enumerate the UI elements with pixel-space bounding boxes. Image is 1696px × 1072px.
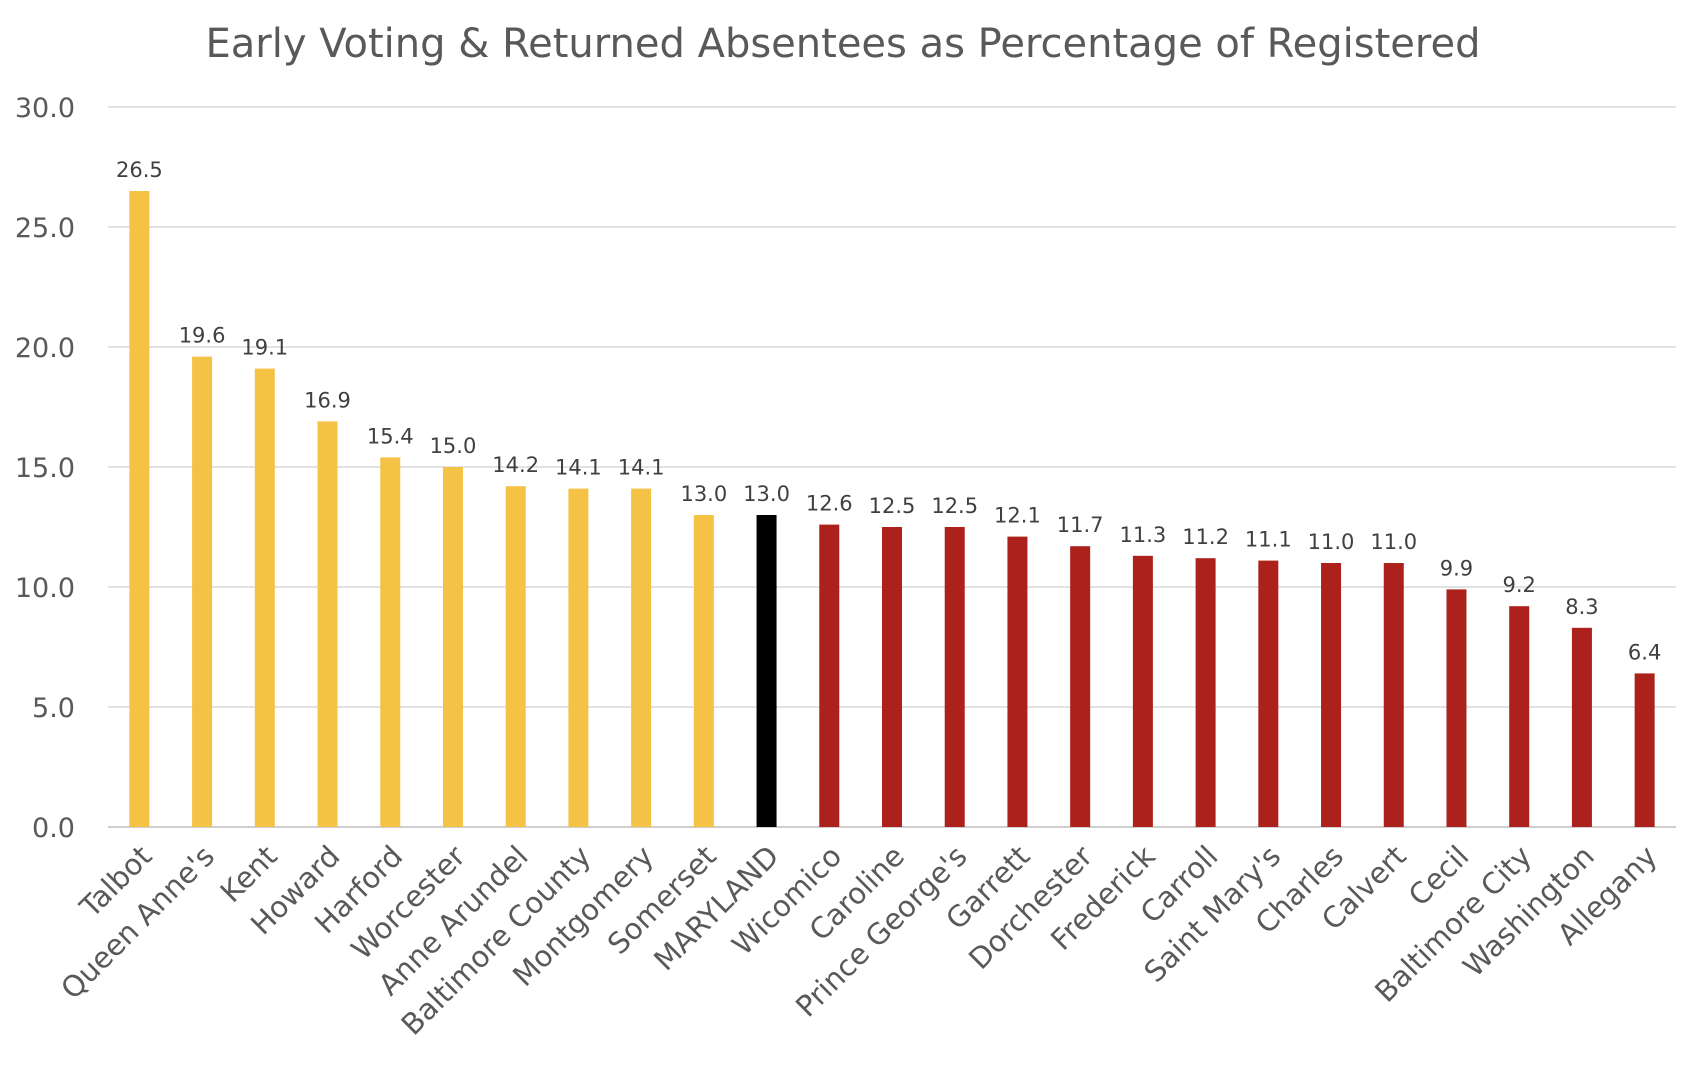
data-label: 11.3 <box>1119 523 1166 547</box>
y-tick-label: 5.0 <box>32 693 75 724</box>
y-tick-label: 0.0 <box>32 813 75 844</box>
y-tick-label: 25.0 <box>15 213 75 244</box>
y-axis-ticks: 0.0 5.0 10.0 15.0 20.0 25.0 30.0 <box>15 93 75 844</box>
bar <box>129 191 150 827</box>
data-label: 6.4 <box>1628 640 1661 664</box>
data-label: 13.0 <box>743 482 790 506</box>
bar <box>1070 546 1091 827</box>
bar <box>882 527 902 827</box>
y-tick-label: 10.0 <box>15 573 75 604</box>
bar <box>1195 558 1216 827</box>
bar <box>568 488 589 827</box>
data-label: 11.0 <box>1308 530 1355 554</box>
data-labels: 26.5 19.6 19.1 16.9 15.4 15.0 14.2 14.1 14.1 13.0… <box>116 158 1661 664</box>
y-tick-label: 20.0 <box>15 333 75 364</box>
bar <box>1007 536 1028 827</box>
bar <box>192 356 213 827</box>
data-label: 26.5 <box>116 158 163 182</box>
bar <box>1383 563 1404 827</box>
data-label: 19.6 <box>179 324 226 348</box>
bar <box>505 486 526 827</box>
bar <box>1258 560 1279 827</box>
bar <box>1634 673 1655 827</box>
bar <box>254 368 275 827</box>
data-label: 12.1 <box>994 504 1041 528</box>
data-label: 9.9 <box>1440 556 1473 580</box>
data-label: 11.1 <box>1245 528 1292 552</box>
bar <box>756 515 777 827</box>
data-label: 12.5 <box>869 494 916 518</box>
data-label: 14.1 <box>555 456 602 480</box>
bar <box>1321 563 1342 827</box>
chart-title: Early Voting & Returned Absentees as Per… <box>206 21 1481 67</box>
data-label: 16.9 <box>304 388 351 412</box>
data-label: 11.0 <box>1370 530 1417 554</box>
bar <box>380 457 401 827</box>
y-tick-label: 15.0 <box>15 453 75 484</box>
bar <box>1509 606 1530 827</box>
bar <box>693 515 714 827</box>
data-label: 15.4 <box>367 424 414 448</box>
data-label: 12.5 <box>931 494 978 518</box>
data-label: 13.0 <box>680 482 727 506</box>
data-label: 15.0 <box>430 434 477 458</box>
data-label: 8.3 <box>1565 595 1598 619</box>
data-label: 19.1 <box>241 336 288 360</box>
bars <box>129 191 1655 827</box>
y-tick-label: 30.0 <box>15 93 75 124</box>
bar <box>1132 555 1153 827</box>
bar <box>819 524 840 827</box>
data-label: 14.2 <box>492 453 539 477</box>
data-label: 11.7 <box>1057 513 1104 537</box>
bar <box>944 527 965 827</box>
bar <box>442 467 463 827</box>
bar <box>1571 627 1592 827</box>
bar <box>317 421 338 827</box>
data-label: 11.2 <box>1182 525 1229 549</box>
bar <box>631 488 652 827</box>
data-label: 12.6 <box>806 492 853 516</box>
data-label: 9.2 <box>1502 573 1535 597</box>
data-label: 14.1 <box>618 456 665 480</box>
bar <box>1446 589 1467 827</box>
